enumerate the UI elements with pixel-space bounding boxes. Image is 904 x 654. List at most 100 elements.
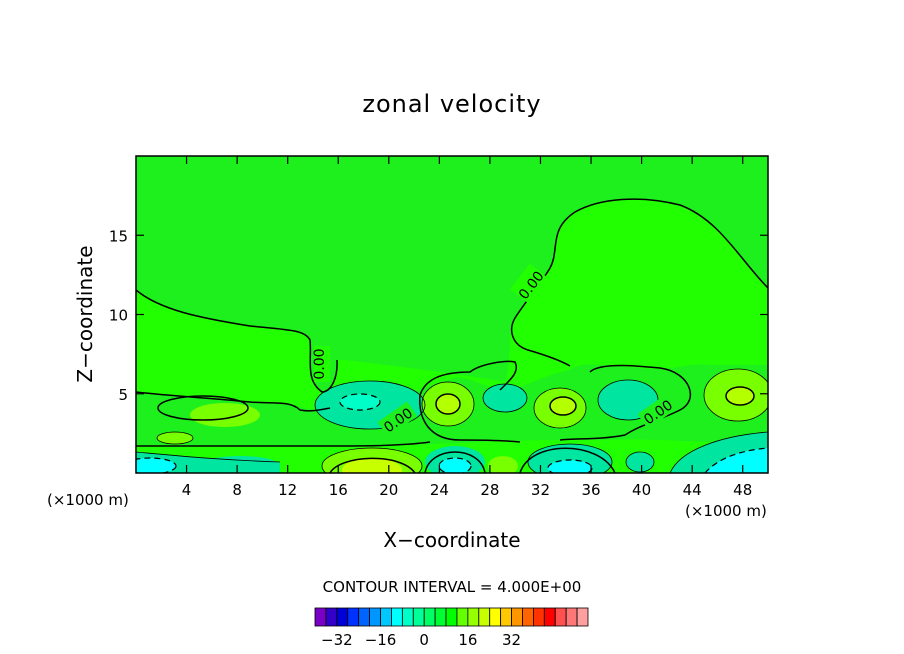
contour-lobe-yellowgreen-inner xyxy=(726,387,754,405)
chart-title: zonal velocity xyxy=(362,90,541,118)
colorbar-swatch xyxy=(565,607,578,627)
contour-fill-bottom-right-cyan xyxy=(705,448,768,473)
negative-contour-ring xyxy=(136,457,177,473)
colorbar-tick-label: 16 xyxy=(458,631,477,649)
contour-lines xyxy=(136,198,768,473)
x-tick-label: 40 xyxy=(632,481,651,499)
contour-ring xyxy=(725,386,755,406)
contour-lobe-cyan xyxy=(136,458,176,473)
colorbar-swatch xyxy=(347,607,360,627)
x-tick-label: 20 xyxy=(379,481,398,499)
contour-lobe-yellowgreen xyxy=(190,403,260,427)
contour-lobe-yellowgreen xyxy=(157,432,193,444)
colorbar-swatch xyxy=(576,607,589,627)
contour-thin-ring xyxy=(533,387,587,429)
contour-label-bg xyxy=(314,346,330,382)
colorbar-swatch xyxy=(412,607,425,627)
x-tick-label: 12 xyxy=(278,481,297,499)
colorbar-swatch xyxy=(314,607,327,627)
contour-lobe-teal xyxy=(598,380,658,420)
colorbar-swatch xyxy=(511,607,523,627)
colorbar-swatch xyxy=(358,607,370,627)
contour-thin-line xyxy=(669,431,768,473)
y-tick-label: 10 xyxy=(109,307,128,325)
colorbar-swatch xyxy=(380,607,392,627)
contour-thin-ring xyxy=(421,381,475,427)
contour-ring xyxy=(435,393,461,415)
x-tick-label: 36 xyxy=(581,481,600,499)
contour-lines-thin xyxy=(136,368,768,473)
x-tick-label: 32 xyxy=(531,481,550,499)
contour-lobe-cyan xyxy=(548,460,592,473)
colorbar-tick-label: 32 xyxy=(502,631,521,649)
contour-lobe-teal xyxy=(626,452,654,472)
contour-lobe-yellowgreen-inner xyxy=(550,397,576,415)
x-tick-label: 24 xyxy=(430,481,449,499)
colorbar-swatch xyxy=(336,607,349,627)
y-tick-label: 5 xyxy=(118,386,128,404)
x-tick-label: 48 xyxy=(733,481,752,499)
zero-contour-lower xyxy=(136,391,331,412)
contour-label: 0.00 xyxy=(312,348,328,379)
colorbar-swatch xyxy=(423,607,436,627)
colorbar-swatch xyxy=(489,607,502,627)
colorbar-tick-label: −32 xyxy=(321,631,353,649)
colorbar-swatch xyxy=(401,607,414,627)
x-unit-label-left: (×1000 m) xyxy=(47,491,129,509)
zero-contour-bottom xyxy=(136,441,431,447)
y-axis-title: Z−coordinate xyxy=(73,245,97,382)
colorbar-swatch xyxy=(467,607,480,627)
contour-lobe-yellowgreen xyxy=(488,456,518,473)
zero-contour-mid xyxy=(419,360,521,443)
contour-lobe-teal xyxy=(483,384,527,412)
zero-contour-right xyxy=(511,198,768,367)
negative-contour-ring xyxy=(438,457,472,473)
zero-contour-right-lobe xyxy=(559,364,691,441)
contour-lobe-cyan xyxy=(439,458,471,473)
contour-thin-ring xyxy=(703,368,768,422)
contour-thin-ring xyxy=(482,383,528,413)
contour-bottom-arc xyxy=(424,451,486,473)
colorbar: −32 −16 0 16 32 xyxy=(314,607,589,649)
negative-contour-ring xyxy=(339,393,381,411)
y-axis: 5 10 15 xyxy=(109,227,768,404)
colorbar-swatch xyxy=(391,607,403,627)
contour-label-bg xyxy=(637,393,678,429)
colorbar-tick-label: −16 xyxy=(365,631,397,649)
x-tick-label: 16 xyxy=(329,481,348,499)
colorbar-swatch xyxy=(456,607,469,627)
colorbar-swatch xyxy=(478,607,491,627)
colorbar-swatch xyxy=(522,607,534,627)
colorbar-swatch xyxy=(434,607,447,627)
contour-lobe-yellowgreen-inner xyxy=(436,394,460,414)
negative-contour-line xyxy=(704,447,768,473)
x-tick-label: 8 xyxy=(232,481,242,499)
colorbar-swatch xyxy=(369,607,381,627)
colorbar-swatch xyxy=(445,607,458,627)
contour-lines-dashed xyxy=(136,393,768,473)
x-unit-label-right: (×1000 m) xyxy=(685,502,767,520)
x-tick-label: 44 xyxy=(683,481,702,499)
contour-label-bg xyxy=(377,401,418,437)
contour-thin-line xyxy=(136,451,281,463)
y-tick-label: 15 xyxy=(109,227,128,245)
negative-contour-ring xyxy=(547,459,593,473)
colorbar-tick-label: 0 xyxy=(419,631,429,649)
contour-thin-ring xyxy=(625,451,655,473)
colorbar-swatch xyxy=(554,607,567,627)
contour-ring xyxy=(549,396,577,416)
contour-bottom-arc xyxy=(519,447,616,473)
x-tick-label: 4 xyxy=(182,481,192,499)
contour-thin-ring xyxy=(321,447,423,473)
x-axis-title: X−coordinate xyxy=(383,528,520,552)
contour-lobe-teal-inner xyxy=(340,394,380,410)
contour-bottom-arc xyxy=(329,457,416,473)
contour-thin-ring xyxy=(527,443,613,473)
colorbar-swatch xyxy=(500,607,512,627)
contour-interval-text: CONTOUR INTERVAL = 4.000E+00 xyxy=(323,578,582,596)
x-tick-label: 28 xyxy=(480,481,499,499)
contour-thin-ring xyxy=(156,431,194,445)
contour-lobe-yellow xyxy=(342,458,402,473)
colorbar-swatch xyxy=(533,607,545,627)
x-axis: 4 8 12 16 20 24 28 32 36 40 44 48 xyxy=(182,156,752,499)
